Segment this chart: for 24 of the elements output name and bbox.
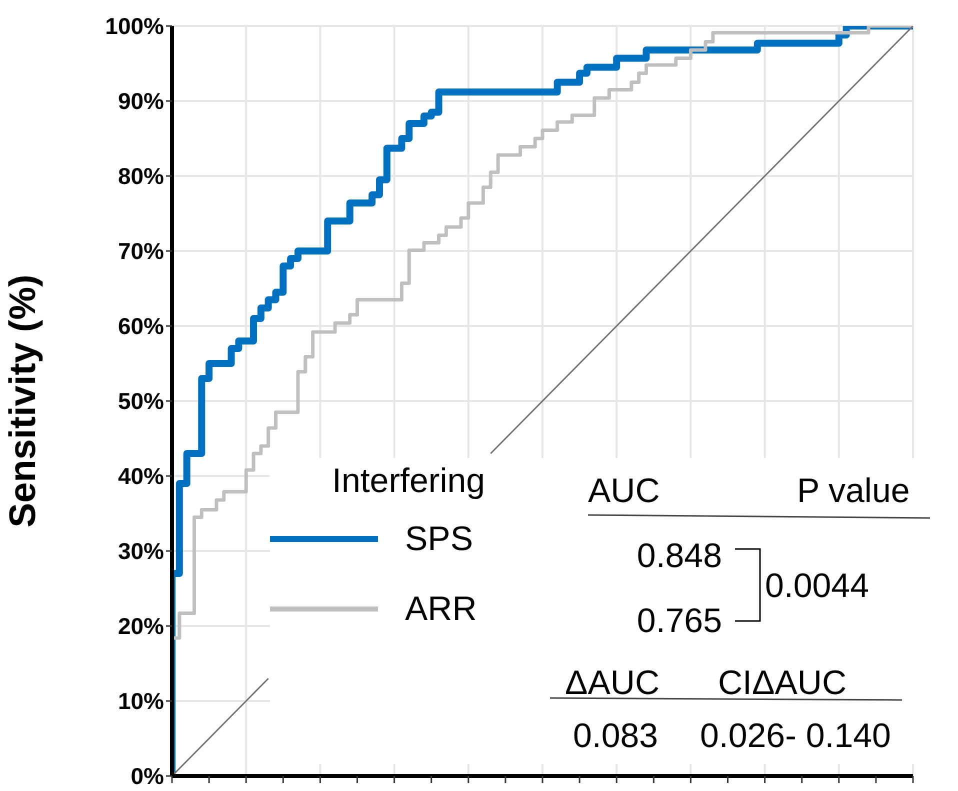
annotation: 0.0044 (765, 567, 869, 606)
annotation: ΔAUC (565, 664, 660, 703)
annotation: 0.083 (573, 717, 658, 756)
y-tick-label: 90% (118, 88, 164, 114)
legend-title: Interfering (332, 461, 486, 502)
annotation: AUC (588, 472, 660, 511)
y-axis-title: Sensitivity (%) (2, 274, 44, 528)
y-tick-label: 70% (118, 238, 164, 264)
legend-label: SPS (405, 520, 474, 558)
y-tick-label: 10% (118, 688, 164, 714)
annotation: 0.026- 0.140 (700, 717, 891, 756)
y-tick-label: 30% (118, 538, 164, 564)
annotation: P value (797, 472, 910, 511)
annotation: 0.765 (636, 602, 722, 641)
y-tick-label: 40% (118, 463, 164, 490)
legend-label: ARR (405, 590, 477, 628)
y-tick-label: 0% (130, 763, 164, 790)
y-tick-label: 20% (118, 613, 164, 640)
y-tick-label: 50% (118, 388, 164, 414)
y-tick-label: 60% (118, 313, 164, 340)
annotation: CIΔAUC (718, 664, 846, 703)
y-tick-label: 80% (118, 163, 164, 190)
annotation: 0.848 (636, 537, 722, 576)
y-tick-label: 100% (105, 13, 164, 40)
